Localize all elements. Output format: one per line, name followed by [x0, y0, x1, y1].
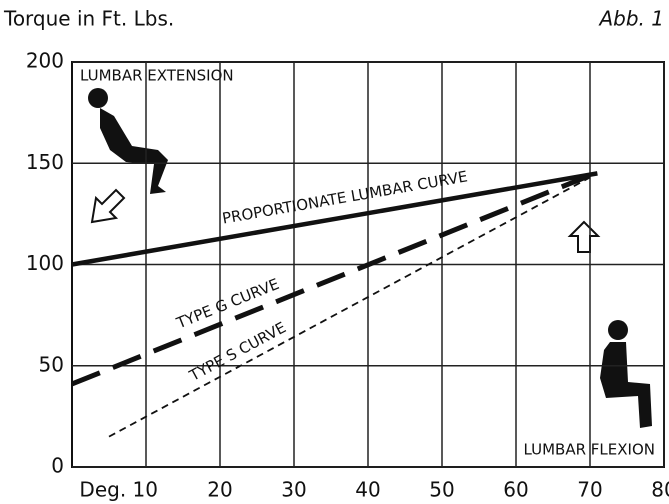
curve-label: TYPE G CURVE: [173, 275, 282, 333]
annotation: LUMBAR EXTENSION: [80, 67, 234, 85]
curve-label: TYPE S CURVE: [186, 318, 289, 385]
x-tick-label: 30: [281, 478, 306, 502]
x-tick-label: 80: [651, 478, 669, 502]
figure-extension: [88, 88, 168, 194]
x-tick-label: 70: [577, 478, 602, 502]
arrow-down-left: [92, 190, 124, 222]
x-tick-label: Deg. 10: [79, 478, 158, 502]
curve: [72, 173, 597, 264]
x-tick-label: 20: [207, 478, 232, 502]
y-axis-title: Torque in Ft. Lbs.: [3, 7, 174, 31]
arrow-up: [570, 222, 598, 252]
y-tick-label: 0: [51, 454, 64, 478]
y-tick-label: 50: [39, 352, 64, 376]
chart: Torque in Ft. Lbs. Abb. 1 LUMBAR EXTENSI…: [0, 0, 669, 504]
figure-label: Abb. 1: [597, 7, 664, 31]
y-tick-label: 200: [26, 49, 64, 73]
y-tick-label: 150: [26, 150, 64, 174]
figure-flexion: [600, 320, 652, 428]
y-tick-label: 100: [26, 251, 64, 275]
x-tick-label: 60: [503, 478, 528, 502]
x-tick-label: 40: [355, 478, 380, 502]
x-tick-label: 50: [429, 478, 454, 502]
